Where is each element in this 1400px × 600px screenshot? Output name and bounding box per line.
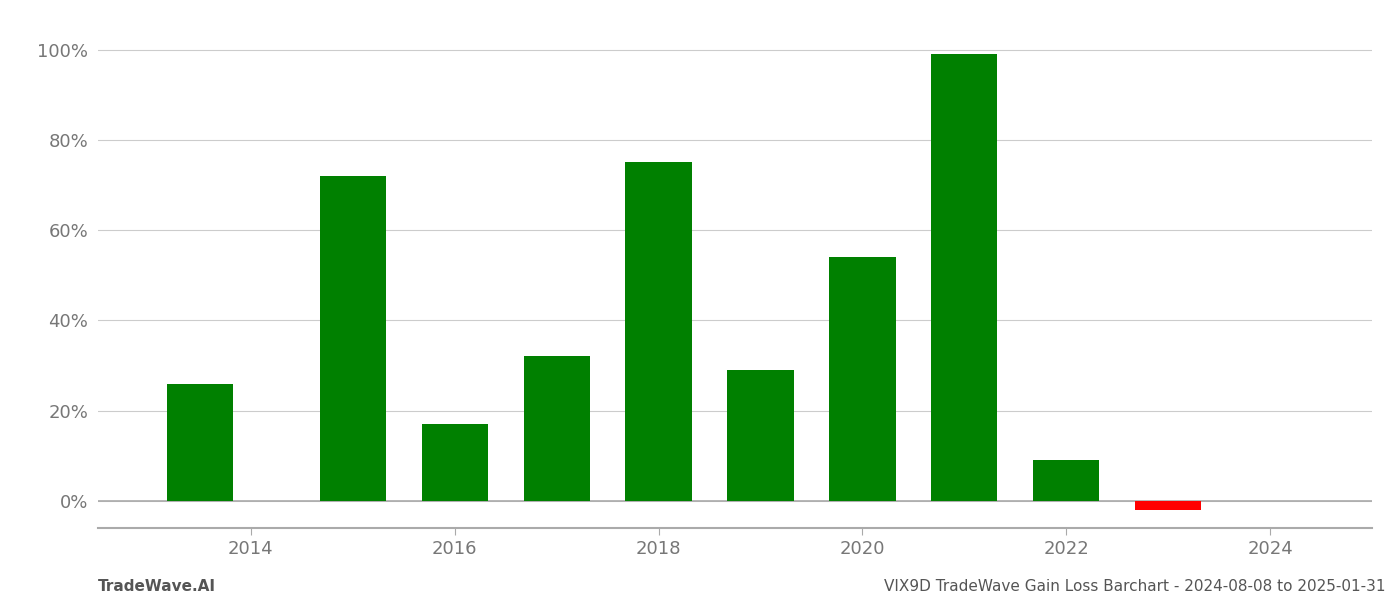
Bar <box>524 356 589 501</box>
Bar <box>1135 501 1201 510</box>
Bar <box>829 257 896 501</box>
Bar <box>167 383 232 501</box>
Bar <box>1033 460 1099 501</box>
Text: TradeWave.AI: TradeWave.AI <box>98 579 216 594</box>
Bar <box>931 54 997 501</box>
Text: VIX9D TradeWave Gain Loss Barchart - 2024-08-08 to 2025-01-31: VIX9D TradeWave Gain Loss Barchart - 202… <box>885 579 1386 594</box>
Bar <box>626 163 692 501</box>
Bar <box>728 370 794 501</box>
Bar <box>421 424 487 501</box>
Bar <box>319 176 386 501</box>
